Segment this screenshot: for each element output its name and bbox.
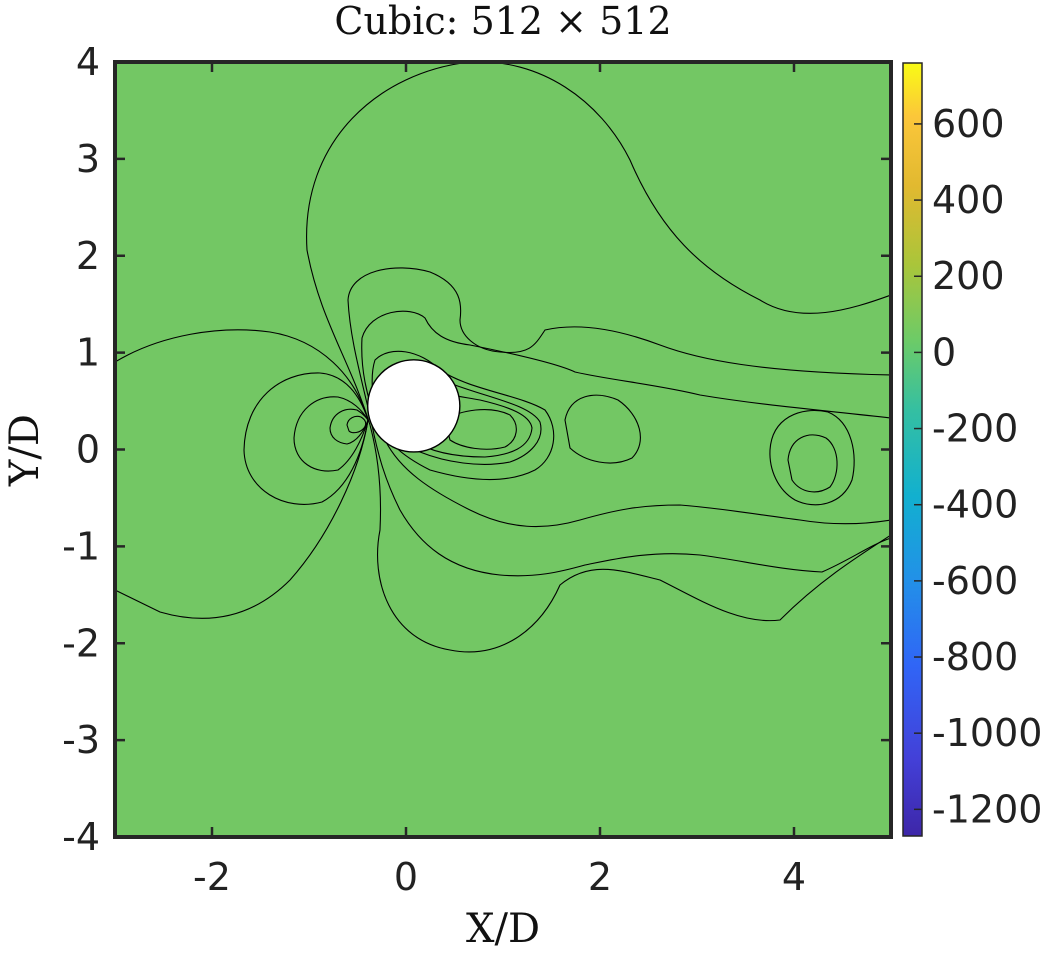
contour-band-negative-4 [564,394,641,464]
contour-band-deep-4 [444,409,517,450]
x-tick-label: -2 [193,855,231,899]
colorbar-tick-label: -400 [932,483,1018,527]
y-tick-label: 4 [76,40,100,84]
colorbar-tick-label: 400 [932,178,1005,222]
x-axis-label: X/D [466,906,540,952]
colorbar-ticks: 600 400 200 0 -200 -400 -600 -800 -1000 -1200 [914,102,1042,831]
colorbar-tick-label: 600 [932,102,1005,146]
y-tick-label: -4 [62,815,100,859]
x-tick-label: 2 [588,855,612,899]
colorbar-tick-label: 200 [932,254,1005,298]
colorbar-gradient [902,62,923,837]
colorbar-tick-label: 0 [932,330,956,374]
y-tick-label: -3 [62,718,100,762]
colorbar-tick-label: -800 [932,635,1018,679]
y-tick-label: 2 [76,234,100,278]
chart-title: Cubic: 512 × 512 [334,0,671,43]
y-tick-label: -1 [62,524,100,568]
x-tick-label: 0 [394,855,418,899]
contour-band-negative-2 [347,267,891,577]
colorbar-tick-label: -600 [932,559,1018,603]
colorbar-tick-label: -200 [932,407,1018,451]
contour-band-negative-1 [306,62,891,653]
colorbar-tick-label: -1200 [932,787,1042,831]
plot-area [115,62,891,837]
y-tick-label: 3 [76,137,100,181]
y-tick-label: -2 [62,621,100,665]
y-axis-label: Y/D [2,414,48,487]
field-background [115,62,891,837]
x-tick-label: 4 [782,855,806,899]
contour-band-negative-6 [787,434,838,493]
colorbar-tick-label: -1000 [932,711,1042,755]
y-tick-label: 1 [76,331,100,375]
contour-band-positive-peak [346,415,367,434]
colorbar: 600 400 200 0 -200 -400 -600 -800 -1000 -1200 [902,62,1042,837]
contour-band-negative-5 [769,410,855,506]
axis-ticks: -2 0 2 4 4 3 2 1 0 -1 -2 -3 -4 [62,40,891,899]
y-tick-label: 0 [76,428,100,472]
cylinder [366,359,461,453]
contour-band-negative-3 [361,310,891,528]
